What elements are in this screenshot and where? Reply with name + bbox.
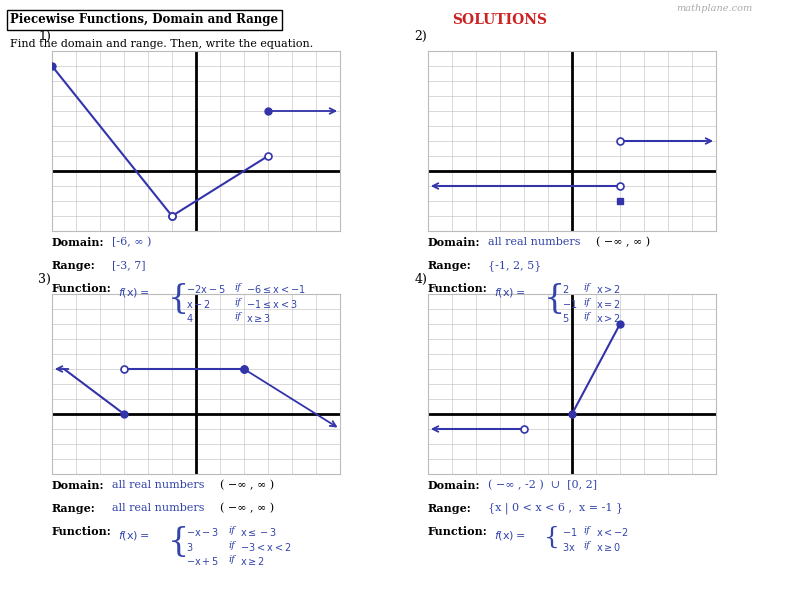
Text: $-1$: $-1$	[562, 526, 578, 538]
Text: {-1, 2, 5}: {-1, 2, 5}	[488, 260, 542, 271]
Text: $-2\mathrm{x}-5$: $-2\mathrm{x}-5$	[186, 283, 226, 295]
Text: $\mathrm{x} < -2$: $\mathrm{x} < -2$	[596, 526, 629, 538]
Text: $\mathrm{x} \leq -3$: $\mathrm{x} \leq -3$	[240, 526, 277, 538]
Text: $-1 \leq \mathrm{x} < 3$: $-1 \leq \mathrm{x} < 3$	[246, 298, 298, 310]
Text: Function:: Function:	[52, 283, 112, 293]
Text: {: {	[544, 526, 560, 548]
Text: $-3 < \mathrm{x} < 2$: $-3 < \mathrm{x} < 2$	[240, 541, 291, 553]
Text: Function:: Function:	[428, 526, 488, 536]
Text: $-\mathrm{x}+5$: $-\mathrm{x}+5$	[186, 555, 220, 567]
Text: [-6, ∞ ): [-6, ∞ )	[112, 237, 151, 247]
Text: mathplane.com: mathplane.com	[676, 4, 752, 13]
Text: 3): 3)	[38, 273, 51, 286]
Text: if: if	[234, 298, 241, 307]
Text: $5$: $5$	[562, 312, 570, 324]
Text: if: if	[228, 541, 234, 550]
Text: if: if	[584, 283, 590, 292]
Text: Piecewise Functions, Domain and Range: Piecewise Functions, Domain and Range	[10, 13, 278, 26]
Text: Domain:: Domain:	[428, 237, 481, 248]
Text: ( −∞ , ∞ ): ( −∞ , ∞ )	[220, 480, 274, 490]
Text: if: if	[584, 526, 590, 535]
Text: $\mathrm{x} \geq 3$: $\mathrm{x} \geq 3$	[246, 312, 271, 324]
Text: 2): 2)	[414, 30, 427, 43]
Text: 1): 1)	[38, 30, 51, 43]
Text: {: {	[544, 283, 566, 314]
Text: $4$: $4$	[186, 312, 194, 324]
Text: $-1$: $-1$	[562, 298, 578, 310]
Text: if: if	[228, 555, 234, 564]
Text: all real numbers: all real numbers	[112, 480, 205, 490]
Text: $\mathrm{x} \geq 0$: $\mathrm{x} \geq 0$	[596, 541, 622, 553]
Text: if: if	[584, 298, 590, 307]
Text: $\mathrm{x} > 2$: $\mathrm{x} > 2$	[596, 312, 621, 324]
Text: $f(\mathrm{x}) =$: $f(\mathrm{x}) =$	[118, 529, 149, 542]
Text: [-3, 7]: [-3, 7]	[112, 260, 146, 270]
Text: {x | 0 < x < 6 ,  x = -1 }: {x | 0 < x < 6 , x = -1 }	[488, 503, 623, 514]
Text: $\mathrm{x}-2$: $\mathrm{x}-2$	[186, 298, 211, 310]
Text: $f(\mathrm{x}) =$: $f(\mathrm{x}) =$	[118, 286, 149, 299]
Text: $2$: $2$	[562, 283, 570, 295]
Text: if: if	[584, 312, 590, 321]
Text: Function:: Function:	[52, 526, 112, 536]
Text: Domain:: Domain:	[52, 480, 105, 491]
Text: {: {	[168, 283, 190, 314]
Text: 4): 4)	[414, 273, 427, 286]
Text: all real numbers: all real numbers	[488, 237, 581, 247]
Text: $3\mathrm{x}$: $3\mathrm{x}$	[562, 541, 576, 553]
Text: if: if	[234, 283, 241, 292]
Text: Range:: Range:	[52, 260, 96, 271]
Text: Range:: Range:	[428, 503, 472, 514]
Text: if: if	[234, 312, 241, 321]
Text: $f(\mathrm{x}) =$: $f(\mathrm{x}) =$	[494, 529, 525, 542]
Text: ( −∞ , -2 )  ∪  [0, 2]: ( −∞ , -2 ) ∪ [0, 2]	[488, 480, 597, 490]
Text: $f(\mathrm{x}) =$: $f(\mathrm{x}) =$	[494, 286, 525, 299]
Text: {: {	[168, 526, 190, 557]
Text: all real numbers: all real numbers	[112, 503, 205, 513]
Text: $\mathrm{x} > 2$: $\mathrm{x} > 2$	[596, 283, 621, 295]
Text: $\mathrm{x} \geq 2$: $\mathrm{x} \geq 2$	[240, 555, 265, 567]
Text: Domain:: Domain:	[52, 237, 105, 248]
Text: ( −∞ , ∞ ): ( −∞ , ∞ )	[220, 503, 274, 513]
Text: ( −∞ , ∞ ): ( −∞ , ∞ )	[596, 237, 650, 247]
Text: Function:: Function:	[428, 283, 488, 293]
Text: $-6 \leq \mathrm{x} < -1$: $-6 \leq \mathrm{x} < -1$	[246, 283, 306, 295]
Text: $3$: $3$	[186, 541, 194, 553]
Text: $\mathrm{x} = 2$: $\mathrm{x} = 2$	[596, 298, 621, 310]
Text: Find the domain and range. Then, write the equation.: Find the domain and range. Then, write t…	[10, 39, 314, 49]
Text: $-\mathrm{x}-3$: $-\mathrm{x}-3$	[186, 526, 220, 538]
Text: Range:: Range:	[52, 503, 96, 514]
Text: if: if	[584, 541, 590, 550]
Text: Range:: Range:	[428, 260, 472, 271]
Text: SOLUTIONS: SOLUTIONS	[452, 13, 547, 27]
Text: Domain:: Domain:	[428, 480, 481, 491]
Text: if: if	[228, 526, 234, 535]
